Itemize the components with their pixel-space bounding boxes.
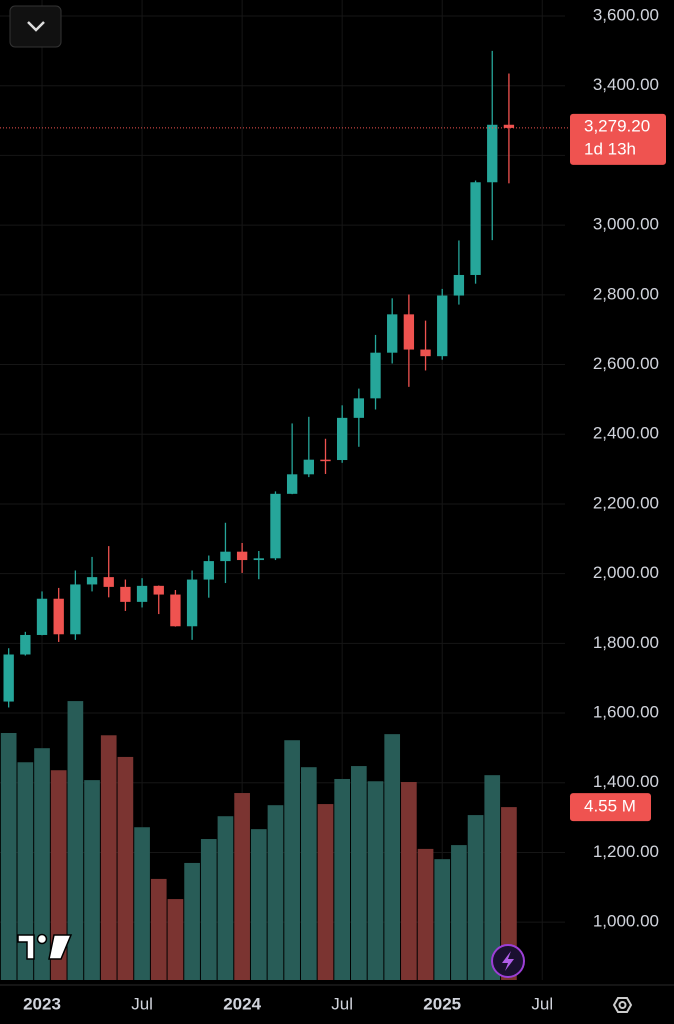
y-tick-label: 2,800.00: [593, 284, 659, 303]
x-tick-label: 2025: [423, 994, 461, 1013]
volume-label: 4.55 M: [584, 797, 636, 816]
volume-bar: [250, 829, 267, 980]
candle-body: [70, 584, 81, 635]
chevron-icon: [27, 21, 45, 32]
candle-body: [470, 182, 481, 275]
candle-body: [370, 352, 381, 399]
button-frame[interactable]: [9, 5, 62, 48]
volume-bar: [17, 762, 34, 980]
candle-body: [253, 558, 264, 561]
volume-bar: [467, 815, 484, 980]
lightning-button[interactable]: [491, 944, 525, 978]
candle-body: [220, 551, 231, 562]
volume-bar: [134, 827, 150, 980]
candle-body: [36, 598, 48, 635]
volume-bar: [300, 767, 317, 980]
volume-bar: [417, 848, 434, 980]
candle-body: [270, 493, 281, 559]
candle-body: [303, 459, 314, 475]
candle-body: [487, 124, 498, 183]
y-tick-label: 1,600.00: [593, 703, 659, 722]
candle-body: [420, 349, 431, 357]
volume-bar: [34, 748, 50, 980]
settings-icon[interactable]: [612, 997, 633, 1013]
y-tick-label: 1,800.00: [593, 633, 659, 652]
volume-bar: [317, 804, 334, 980]
volume-bar: [150, 878, 167, 980]
y-tick-label: 3,400.00: [593, 75, 659, 94]
volume-bar: [484, 775, 501, 980]
volume-bar: [367, 781, 384, 980]
candle-body: [387, 314, 398, 353]
candle-body: [53, 598, 64, 635]
lightning-icon: [502, 951, 514, 971]
last-price-box: [570, 113, 666, 165]
candle-body: [120, 586, 131, 602]
volume-bar: [451, 845, 467, 980]
candle-body: [186, 579, 198, 627]
volume-bar: [501, 807, 517, 980]
y-tick-label: 1,000.00: [593, 912, 659, 931]
candle-body: [203, 561, 214, 580]
volume-bar: [50, 770, 67, 980]
candle-body: [453, 274, 465, 296]
volume-bar: [184, 862, 200, 980]
y-tick-label: 2,600.00: [593, 354, 659, 373]
volume-bar: [267, 805, 284, 980]
candle-body: [3, 654, 14, 702]
y-tick-label: 2,200.00: [593, 493, 659, 512]
y-tick-label: 1,400.00: [593, 772, 659, 791]
countdown: 1d 13h: [584, 139, 636, 158]
volume-bar: [334, 778, 351, 980]
y-tick-label: 2,000.00: [593, 563, 659, 582]
candle-body: [503, 124, 515, 128]
volume-label-box: [570, 793, 651, 822]
candle-body: [437, 295, 448, 357]
volume-bar: [234, 793, 250, 980]
volume-bar: [217, 816, 234, 980]
volume-bar: [0, 733, 17, 980]
y-tick-label: 2,400.00: [593, 424, 659, 443]
y-tick-label: 3,600.00: [593, 6, 659, 25]
logo: [17, 933, 73, 960]
volume-bar: [167, 899, 184, 980]
candle-body: [153, 585, 164, 595]
last-price-label: 3,279.20: [584, 116, 650, 135]
candle-body: [170, 594, 181, 627]
volume-bar: [434, 859, 451, 980]
volume-bar: [200, 839, 217, 980]
x-tick-label: 2023: [23, 994, 61, 1013]
candle-body: [286, 474, 298, 494]
volume-bar: [401, 782, 417, 980]
volume-bar: [384, 734, 401, 980]
x-tick-label: Jul: [131, 994, 153, 1013]
candle-body: [337, 417, 348, 461]
collapse-button[interactable]: [9, 5, 62, 48]
volume-bar: [67, 701, 84, 980]
volume-bar: [100, 735, 117, 980]
candle-body: [403, 314, 415, 350]
candle-body: [103, 577, 114, 587]
settings-button[interactable]: [612, 997, 633, 1013]
x-tick-label: 2024: [223, 994, 261, 1013]
candle-body: [353, 398, 365, 418]
y-tick-label: 3,000.00: [593, 215, 659, 234]
volume-bar: [84, 780, 100, 980]
volume-bar: [351, 766, 367, 980]
candle-body: [20, 634, 31, 655]
volume-bar: [284, 740, 300, 980]
candle-body: [236, 551, 248, 561]
volume-bar: [117, 756, 134, 980]
candle-body: [320, 459, 331, 462]
candle-body: [136, 585, 148, 602]
y-tick-label: 1,200.00: [593, 842, 659, 861]
x-tick-label: Jul: [331, 994, 353, 1013]
x-tick-label: Jul: [531, 994, 553, 1013]
candle-body: [86, 577, 98, 585]
